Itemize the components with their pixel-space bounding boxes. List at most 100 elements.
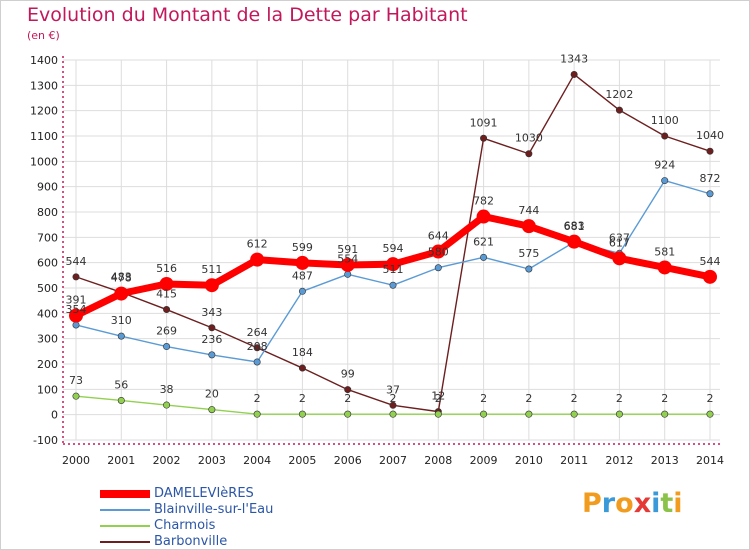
data-label: 310: [111, 314, 132, 327]
data-label: 38: [160, 383, 174, 396]
x-tick-label: 2007: [379, 454, 407, 467]
data-point: [117, 396, 125, 404]
data-point: [72, 321, 80, 329]
data-label: 2: [480, 392, 487, 405]
data-label: 99: [341, 368, 355, 381]
data-point: [295, 255, 310, 270]
data-point: [114, 286, 129, 301]
data-point: [615, 410, 623, 418]
data-label: 544: [700, 255, 721, 268]
legend-label: Blainville-sur-l'Eau: [154, 502, 274, 517]
logo-letter: o: [615, 488, 634, 519]
data-label: 782: [473, 195, 494, 208]
data-point: [340, 257, 355, 272]
data-label: 599: [292, 241, 313, 254]
data-point: [253, 344, 261, 352]
data-point: [661, 177, 669, 185]
legend-swatch-charmois: [100, 525, 150, 527]
data-point: [72, 273, 80, 281]
data-label: 483: [111, 270, 132, 283]
data-point: [204, 278, 219, 293]
data-point: [661, 132, 669, 140]
data-point: [69, 308, 83, 323]
x-tick-label: 2002: [153, 454, 181, 467]
data-label: 56: [114, 378, 128, 391]
data-label: 184: [292, 346, 313, 359]
data-label: 2: [435, 392, 442, 405]
data-point: [657, 260, 672, 275]
data-label: 544: [66, 255, 87, 268]
logo-letter: P: [582, 488, 602, 519]
data-point: [661, 410, 669, 418]
data-point: [117, 332, 125, 340]
data-point: [389, 410, 397, 418]
data-label: 1091: [470, 116, 498, 129]
data-label: 269: [156, 325, 177, 338]
data-label: 12: [431, 390, 445, 403]
proxiti-logo: Proxiti: [582, 488, 683, 519]
data-label: 617: [609, 236, 630, 249]
data-label: 20: [205, 388, 219, 401]
logo-letter: r: [601, 488, 616, 519]
data-point: [250, 252, 265, 267]
data-label: 391: [66, 294, 87, 307]
logo-letter: t: [660, 488, 674, 519]
data-point: [434, 264, 442, 272]
data-label: 591: [337, 243, 358, 256]
data-label: 1030: [515, 132, 543, 145]
data-label: 2: [616, 392, 623, 405]
data-label: 1040: [696, 129, 724, 142]
data-point: [298, 364, 306, 372]
data-point: [706, 147, 714, 155]
x-tick-label: 2008: [424, 454, 452, 467]
y-tick-label: 1300: [30, 79, 58, 92]
data-label: 343: [201, 306, 222, 319]
data-label: 681: [564, 220, 585, 233]
data-label: 2: [299, 392, 306, 405]
data-label: 581: [654, 245, 675, 258]
data-label: 744: [518, 204, 539, 217]
y-tick-label: 100: [37, 383, 58, 396]
data-label: 511: [201, 263, 222, 276]
data-point: [525, 265, 533, 273]
data-point: [570, 70, 578, 78]
data-point: [253, 410, 261, 418]
chart-legend: DAMELEVIèRES Blainville-sur-l'Eau Charmo…: [100, 486, 360, 550]
data-label: 37: [386, 383, 400, 396]
data-label: 554: [337, 252, 358, 265]
data-label: 354: [66, 303, 87, 316]
data-label: 575: [518, 247, 539, 260]
legend-item: Charmois: [100, 518, 360, 534]
data-label: 516: [156, 262, 177, 275]
data-label: 487: [292, 269, 313, 282]
data-point: [525, 150, 533, 158]
data-point: [344, 270, 352, 278]
x-tick-label: 2010: [515, 454, 543, 467]
data-label: 644: [428, 230, 449, 243]
data-point: [163, 306, 171, 314]
data-label: 73: [69, 374, 83, 387]
x-tick-label: 2009: [470, 454, 498, 467]
x-tick-label: 2013: [651, 454, 679, 467]
data-label: 683: [564, 220, 585, 233]
data-point: [298, 287, 306, 295]
data-label: 478: [111, 272, 132, 285]
data-label: 2: [254, 392, 261, 405]
legend-label: Charmois: [154, 518, 216, 533]
data-point: [208, 324, 216, 332]
x-tick-label: 2000: [62, 454, 90, 467]
data-label: 2: [390, 392, 397, 405]
legend-item: Blainville-sur-l'Eau: [100, 502, 360, 518]
data-label: 511: [383, 263, 404, 276]
data-point: [521, 219, 536, 234]
legend-label: DAMELEVIèRES: [154, 486, 254, 501]
data-label: 637: [609, 231, 630, 244]
data-point: [434, 410, 442, 418]
data-label: 2: [661, 392, 668, 405]
x-tick-label: 2014: [696, 454, 724, 467]
data-label: 580: [428, 246, 449, 259]
data-point: [163, 343, 171, 351]
data-point: [298, 410, 306, 418]
data-point: [706, 410, 714, 418]
data-label: 1202: [605, 88, 633, 101]
